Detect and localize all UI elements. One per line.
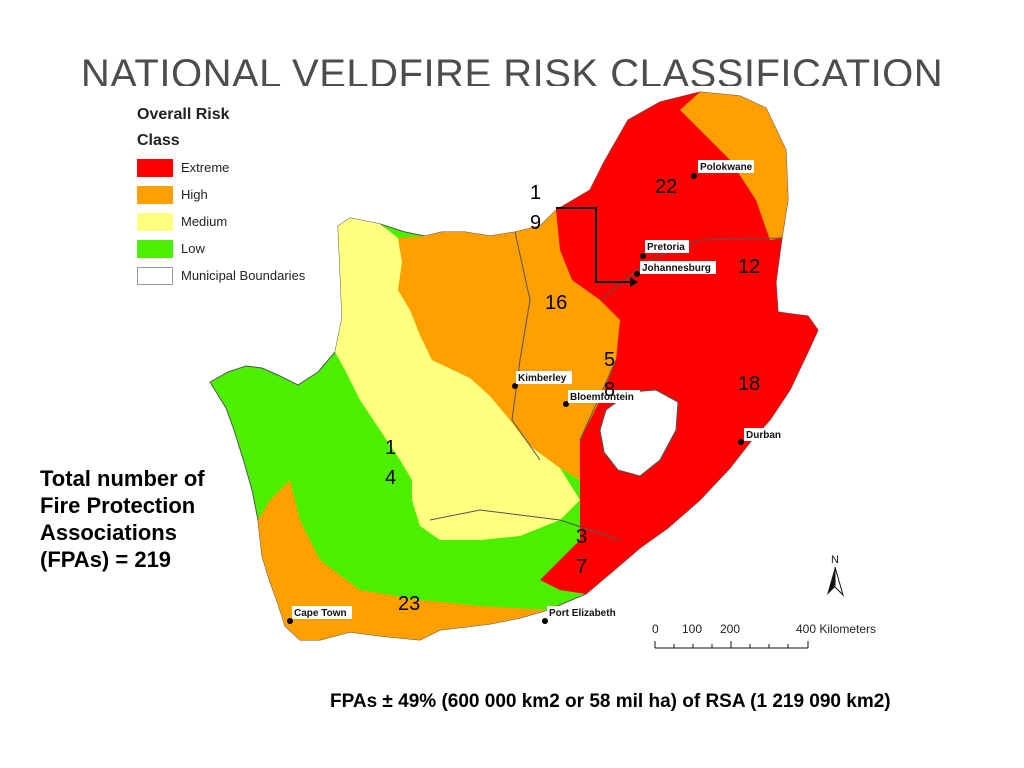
footer-coverage-text: FPAs ± 49% (600 000 km2 or 58 mil ha) of… bbox=[330, 691, 891, 712]
scale-tick-0: 0 bbox=[652, 622, 659, 636]
city-label-cape-town: Cape Town bbox=[294, 608, 347, 619]
city-dot-port-elizabeth bbox=[542, 618, 548, 624]
legend-label: Medium bbox=[181, 214, 228, 229]
fpa-count-western-cape: 23 bbox=[398, 593, 420, 615]
legend-label: High bbox=[181, 187, 208, 202]
legend-item-extreme: Extreme bbox=[137, 154, 305, 181]
fpa-count-kzn: 18 bbox=[738, 373, 760, 395]
scale-bar-graphic bbox=[654, 641, 809, 649]
legend-item-low: Low bbox=[137, 235, 305, 262]
high-zone-southwest bbox=[258, 480, 548, 640]
high-zone-north bbox=[398, 210, 620, 480]
legend-item-municipal-boundaries: Municipal Boundaries bbox=[137, 262, 305, 289]
extreme-zone-northeast bbox=[540, 92, 818, 594]
legend-title-line1: Overall Risk bbox=[137, 106, 230, 123]
city-label-pretoria: Pretoria bbox=[647, 242, 685, 253]
fpa-count-north-west-b: 9 bbox=[530, 212, 541, 234]
fpa-count-free-state-b: 8 bbox=[604, 379, 615, 401]
page-title: NATIONAL VELDFIRE RISK CLASSIFICATION bbox=[80, 52, 944, 86]
legend-swatch bbox=[137, 266, 173, 285]
city-dot-pretoria bbox=[640, 253, 646, 259]
city-label-bloemfontein: Bloemfontein bbox=[570, 392, 634, 403]
lesotho bbox=[599, 389, 679, 477]
city-label-kimberley: Kimberley bbox=[518, 373, 567, 384]
north-arrow-icon: N bbox=[827, 554, 845, 597]
fpa-count-free-state-a: 5 bbox=[604, 349, 615, 371]
fpa-count-eastern-cape-a: 3 bbox=[576, 526, 587, 548]
city-label-port-elizabeth: Port Elizabeth bbox=[549, 608, 616, 619]
legend-label: Extreme bbox=[181, 160, 230, 175]
city-dot-durban bbox=[738, 439, 744, 445]
city-dot-johannesburg bbox=[634, 271, 640, 277]
fpa-count-gauteng-area: 16 bbox=[545, 292, 567, 314]
city-dot-bloemfontein bbox=[563, 401, 569, 407]
city-label-johannesburg: Johannesburg bbox=[642, 263, 711, 274]
city-label-polokwane: Polokwane bbox=[700, 162, 753, 173]
city-dot-cape-town bbox=[287, 618, 293, 624]
indicator-line bbox=[556, 207, 630, 283]
scale-tick-100: 100 bbox=[682, 622, 703, 636]
fpa-count-eastern-cape-b: 7 bbox=[576, 556, 587, 578]
city-dot-kimberley bbox=[512, 383, 518, 389]
legend-swatch bbox=[137, 239, 173, 258]
legend-swatch bbox=[137, 185, 173, 204]
legend-swatch bbox=[137, 158, 173, 177]
legend-label: Municipal Boundaries bbox=[181, 268, 306, 283]
total-fpa-text: Total number of Fire Protection Associat… bbox=[40, 466, 205, 572]
legend-label: Low bbox=[181, 241, 205, 256]
fpa-count-northern-cape-a: 1 bbox=[385, 437, 396, 459]
legend-swatch bbox=[137, 212, 173, 231]
legend-title-line2: Class bbox=[137, 132, 180, 149]
fpa-count-mpumalanga: 12 bbox=[738, 256, 760, 278]
city-label-durban: Durban bbox=[746, 430, 781, 441]
indicator-arrowhead bbox=[630, 277, 638, 287]
fpa-count-northern-cape-b: 4 bbox=[385, 467, 396, 489]
city-dot-polokwane bbox=[691, 173, 697, 179]
scale-tick-200: 200 bbox=[720, 622, 741, 636]
legend-item-medium: Medium bbox=[137, 208, 305, 235]
fpa-count-limpopo: 22 bbox=[655, 176, 677, 198]
legend-item-high: High bbox=[137, 181, 305, 208]
north-label: N bbox=[831, 554, 839, 566]
scale-tick-400: 400 Kilometers bbox=[796, 622, 877, 636]
fpa-count-north-west-a: 1 bbox=[530, 182, 541, 204]
medium-zone bbox=[335, 218, 580, 540]
legend: Overall Risk Class Extreme High Medium L… bbox=[137, 102, 305, 289]
